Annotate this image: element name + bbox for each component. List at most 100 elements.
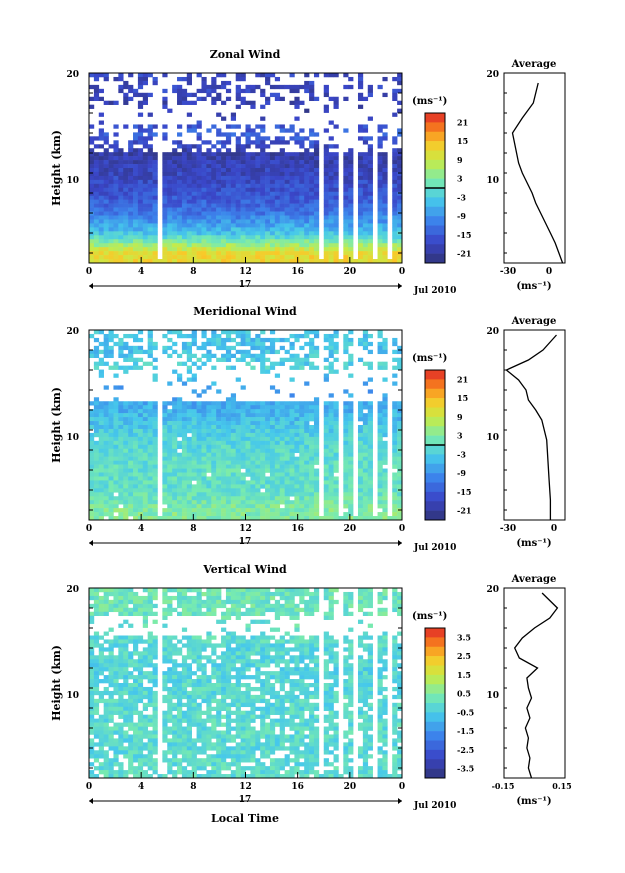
heatmap-cell <box>123 195 129 200</box>
heatmap-cell <box>196 251 202 256</box>
heatmap-cell <box>279 199 285 204</box>
colorbar-segment <box>425 150 445 161</box>
heatmap-cell <box>142 516 148 521</box>
heatmap-cell <box>382 484 388 489</box>
heatmap-cell <box>177 140 183 145</box>
heatmap-cell <box>377 468 383 473</box>
heatmap-cell <box>255 219 261 224</box>
heatmap-cell <box>152 413 158 418</box>
heatmap-cell <box>103 251 109 256</box>
heatmap-cell <box>186 164 192 169</box>
heatmap-cell <box>177 683 183 688</box>
heatmap-cell <box>196 148 202 153</box>
heatmap-cell <box>206 512 212 517</box>
heatmap-cell <box>274 405 281 410</box>
heatmap-cell <box>103 219 109 224</box>
heatmap-cell <box>186 492 192 497</box>
heatmap-cell <box>265 168 271 173</box>
heatmap-cell <box>343 436 349 442</box>
heatmap-cell <box>240 436 246 442</box>
heatmap-cell <box>118 428 124 434</box>
heatmap-cell <box>230 330 237 335</box>
heatmap-cell <box>333 187 339 193</box>
heatmap-cell <box>181 199 188 204</box>
heatmap-cell <box>206 92 212 98</box>
heatmap-cell <box>137 132 144 137</box>
heatmap-cell <box>382 516 388 521</box>
heatmap-cell <box>377 215 383 220</box>
heatmap-cell <box>216 508 222 513</box>
heatmap-cell <box>206 195 212 200</box>
heatmap-cell <box>377 239 383 244</box>
heatmap-cell <box>392 444 398 450</box>
heatmap-cell <box>240 164 246 169</box>
heatmap-cell <box>265 100 271 105</box>
heatmap-cell <box>235 448 241 454</box>
heatmap-cell <box>147 124 153 129</box>
heatmap-cell <box>328 211 334 216</box>
heatmap-cell <box>397 444 403 450</box>
heatmap-cell <box>137 100 144 105</box>
heatmap-cell <box>235 136 241 141</box>
heatmap-cell <box>269 203 276 208</box>
heatmap-cell <box>137 611 144 617</box>
heatmap-cell <box>133 643 139 648</box>
heatmap-cell <box>392 175 398 181</box>
heatmap-cell <box>147 690 153 696</box>
heatmap-cell <box>255 472 261 477</box>
heatmap-cell <box>113 156 119 161</box>
heatmap-cell <box>294 136 300 141</box>
heatmap-cell <box>123 215 129 220</box>
heatmap-cell <box>230 191 237 197</box>
heatmap-cell <box>235 148 241 153</box>
heatmap-cell <box>196 73 202 78</box>
heatmap-cell <box>274 361 281 366</box>
heatmap-cell <box>299 164 305 169</box>
average-profile <box>503 72 566 264</box>
panel-title: Zonal Wind <box>210 48 281 61</box>
heatmap-cell <box>177 235 183 240</box>
heatmap-cell <box>274 231 281 236</box>
heatmap-cell <box>397 484 403 489</box>
heatmap-cell <box>93 671 100 676</box>
heatmap-cell <box>343 421 349 426</box>
heatmap-cell <box>392 464 398 469</box>
heatmap-cell <box>93 690 100 696</box>
heatmap-cell <box>333 227 339 232</box>
heatmap-cell <box>216 73 222 78</box>
heatmap-cell <box>191 440 197 446</box>
heatmap-cell <box>137 413 144 418</box>
heatmap-cell <box>113 425 119 430</box>
heatmap-cell <box>108 774 114 779</box>
heatmap-cell <box>289 512 295 517</box>
heatmap-cell <box>362 231 369 236</box>
heatmap-cell <box>113 679 119 684</box>
heatmap-cell <box>142 476 148 481</box>
heatmap-cell <box>357 440 364 446</box>
heatmap-cell <box>152 425 158 430</box>
heatmap-cell <box>93 472 100 477</box>
heatmap-cell <box>343 211 349 216</box>
heatmap-cell <box>93 611 100 617</box>
heatmap-cell <box>304 247 310 252</box>
heatmap-cell <box>397 171 403 177</box>
heatmap-cell <box>323 421 329 426</box>
heatmap-cell <box>191 452 197 457</box>
heatmap-cell <box>108 480 114 485</box>
heatmap-cell <box>177 603 183 609</box>
heatmap-cell <box>162 750 168 755</box>
heatmap-cell <box>103 333 109 339</box>
heatmap-cell <box>177 417 183 422</box>
heatmap-cell <box>211 76 217 82</box>
heatmap-cell <box>289 440 295 446</box>
heatmap-cell <box>177 694 183 700</box>
heatmap-cell <box>240 191 246 197</box>
heatmap-cell <box>323 207 329 212</box>
heatmap-cell <box>343 413 349 418</box>
heatmap-cell <box>162 235 168 240</box>
heatmap-cell <box>89 595 95 601</box>
heatmap-cell <box>186 341 192 347</box>
heatmap-cell <box>133 675 139 680</box>
heatmap-cell <box>274 516 281 521</box>
heatmap-cell <box>382 500 388 505</box>
